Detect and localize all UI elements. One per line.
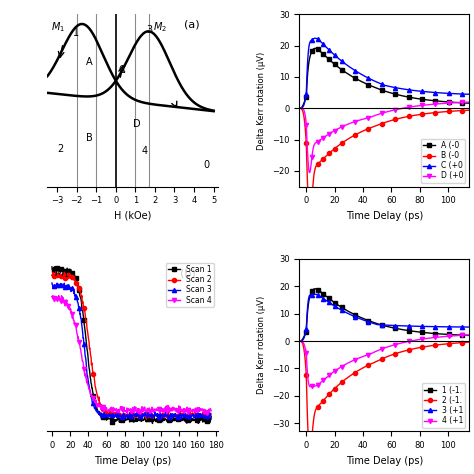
Text: $M_1$: $M_1$	[51, 20, 65, 34]
Text: $M_1$: $M_1$	[54, 266, 70, 280]
Legend: A (-0, B (-0, C (+0, D (+0: A (-0, B (-0, C (+0, D (+0	[421, 139, 465, 183]
Text: B: B	[85, 133, 92, 143]
Text: 4: 4	[141, 146, 147, 156]
Y-axis label: Delta Kerr rotation (μV): Delta Kerr rotation (μV)	[257, 51, 266, 149]
X-axis label: Time Delay (ps): Time Delay (ps)	[94, 456, 171, 465]
Text: C: C	[119, 65, 126, 75]
Text: D: D	[133, 119, 141, 129]
Text: 0: 0	[204, 160, 210, 170]
X-axis label: Time Delay (ps): Time Delay (ps)	[346, 456, 423, 465]
Text: 2: 2	[57, 144, 64, 154]
Text: $M_2$: $M_2$	[153, 20, 167, 34]
Text: A: A	[85, 57, 92, 67]
Text: 1: 1	[73, 28, 79, 38]
Text: (b): (b)	[180, 268, 196, 278]
Legend: Scan 1, Scan 2, Scan 3, Scan 4: Scan 1, Scan 2, Scan 3, Scan 4	[166, 263, 214, 307]
Y-axis label: Delta Kerr rotation (μV): Delta Kerr rotation (μV)	[257, 296, 266, 394]
X-axis label: H (kOe): H (kOe)	[114, 211, 151, 221]
X-axis label: Time Delay (ps): Time Delay (ps)	[346, 211, 423, 221]
Text: 3: 3	[146, 25, 152, 35]
Legend: 1 (-1., 2 (-1., 3 (+1, 4 (+1: 1 (-1., 2 (-1., 3 (+1, 4 (+1	[422, 383, 465, 428]
Text: (a): (a)	[184, 20, 200, 30]
